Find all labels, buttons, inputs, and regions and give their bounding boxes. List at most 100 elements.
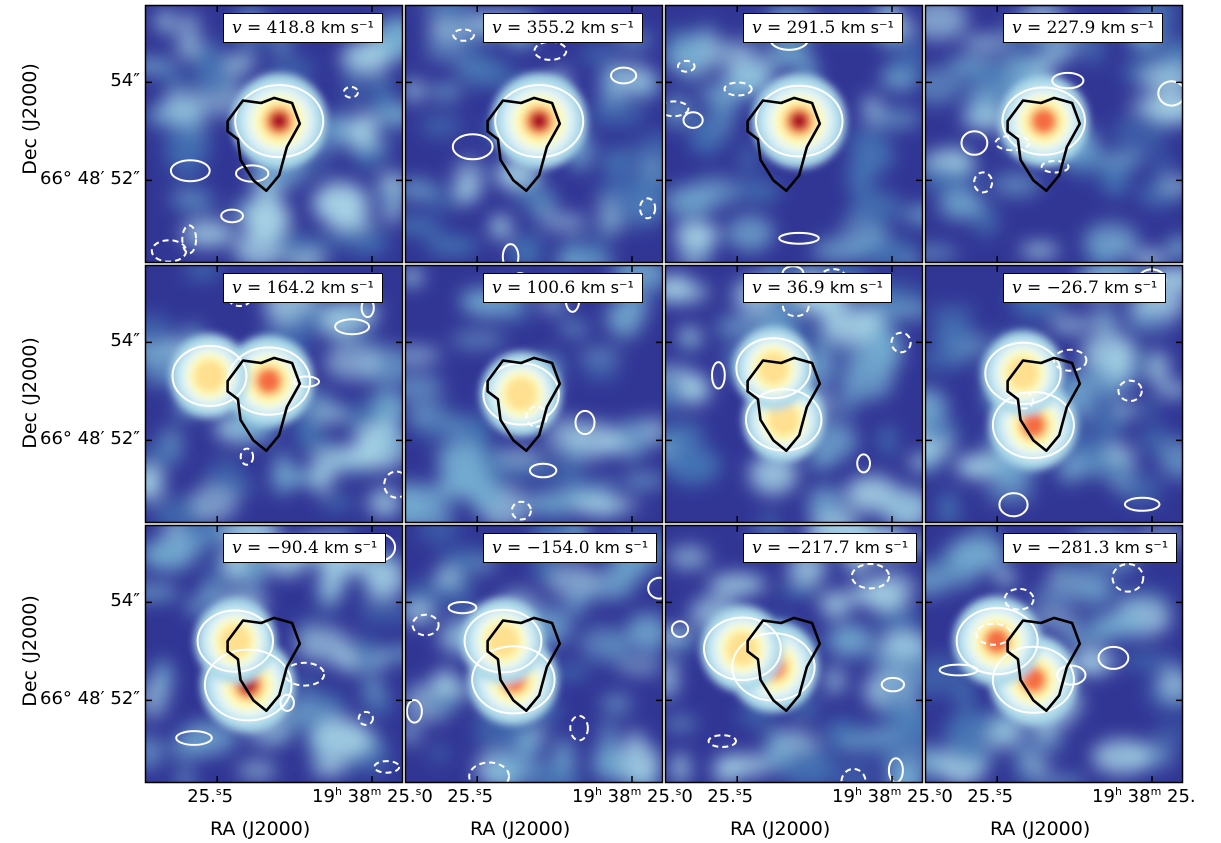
negative-contour [284, 661, 326, 687]
x-tick-label-second: 19h 38m 25.s0 [832, 785, 953, 807]
panel-12 [924, 524, 1184, 784]
positive-contour [778, 231, 820, 245]
panel-frame [144, 4, 404, 264]
x-axis-label-col1: RA (J2000) [210, 818, 311, 840]
reference-contour [1006, 96, 1082, 193]
positive-contour [991, 391, 1075, 459]
velocity-label: v = −217.7 km s⁻¹ [743, 533, 918, 563]
velocity-label: v = 227.9 km s⁻¹ [1003, 13, 1163, 43]
negative-contour [510, 500, 532, 521]
panel-frame [144, 264, 404, 524]
velocity-label: v = −26.7 km s⁻¹ [1003, 273, 1167, 303]
x-tick-label-first: 25.s5 [447, 785, 494, 807]
reference-contour [226, 616, 302, 713]
positive-contour [334, 318, 371, 336]
negative-contour [452, 28, 475, 42]
y-tick-label: 54″ [110, 330, 140, 352]
panel-frame [664, 264, 924, 524]
emission-peak [752, 73, 847, 169]
positive-contour [501, 243, 520, 263]
positive-contour [292, 375, 320, 388]
velocity-unit: km s⁻¹ [829, 278, 884, 297]
emission-peak [998, 75, 1089, 167]
velocity-label: v = 291.5 km s⁻¹ [743, 13, 903, 43]
negative-contour [239, 447, 255, 466]
panel-frame [924, 264, 1184, 524]
positive-contour [998, 492, 1029, 518]
negative-contour [850, 563, 891, 590]
velocity-unit: km s⁻¹ [580, 18, 634, 37]
positive-contour [279, 693, 295, 712]
positive-contour [447, 601, 478, 615]
positive-contour [463, 608, 543, 674]
negative-contour [525, 405, 548, 428]
velocity-value: = 227.9 [1021, 18, 1101, 38]
velocity-value: = −154.0 [501, 538, 595, 558]
positive-contour [1097, 645, 1130, 670]
positive-contour [574, 409, 596, 436]
panel-11 [664, 524, 924, 784]
negative-contour [707, 734, 737, 749]
reference-contour [486, 96, 562, 193]
negative-contour [357, 710, 374, 726]
panel-6 [404, 264, 664, 524]
y-tick-label: 54″ [110, 590, 140, 612]
negative-contour [994, 134, 1031, 152]
reference-contour [226, 96, 302, 193]
velocity-unit: km s⁻¹ [320, 278, 374, 297]
positive-contour [528, 462, 558, 479]
emission-peak [491, 73, 588, 170]
positive-contour [647, 576, 663, 600]
panel-frame [404, 524, 664, 784]
velocity-value: = 164.2 [241, 278, 321, 298]
positive-contour [235, 164, 270, 183]
negative-contour [569, 714, 589, 742]
positive-contour [955, 607, 1039, 676]
positive-contour [703, 616, 782, 682]
panel-8 [924, 264, 1184, 524]
emission-peak [231, 73, 328, 170]
y-tick-label: 54″ [110, 70, 140, 92]
positive-contour [1157, 80, 1183, 107]
reference-contour [486, 616, 562, 713]
panel-7 [664, 264, 924, 524]
negative-contour [1040, 159, 1070, 174]
reference-contour [746, 616, 822, 713]
positive-contour [203, 648, 293, 722]
positive-contour [1001, 86, 1086, 156]
positive-contour [984, 341, 1062, 406]
y-tick-label: 66° 48′ 52″ [40, 428, 140, 450]
velocity-label: v = 164.2 km s⁻¹ [223, 273, 383, 303]
negative-contour [1003, 587, 1035, 611]
emission-noise [405, 265, 663, 523]
negative-contour [1053, 348, 1088, 372]
y-axis-label-row1: Dec (J2000) [19, 63, 41, 175]
x-tick-label-second: 19h 38m 25.s0 [572, 785, 693, 807]
emission-peak [982, 330, 1078, 470]
panel-frame [664, 4, 924, 264]
x-tick-label-first: 25.s5 [967, 785, 1014, 807]
velocity-label: v = −90.4 km s⁻¹ [223, 533, 387, 563]
x-tick-label-second: 19h 38m 25.s0 [312, 785, 433, 807]
negative-contour [890, 331, 912, 354]
positive-contour [991, 645, 1075, 714]
y-axis-label-row2: Dec (J2000) [19, 337, 41, 449]
velocity-value: = 36.9 [761, 278, 830, 298]
negative-contour [723, 81, 753, 97]
panel-5 [144, 264, 404, 524]
positive-contour [960, 130, 989, 156]
positive-contour [938, 663, 979, 677]
velocity-value: = −281.3 [1021, 538, 1115, 558]
velocity-label: v = 355.2 km s⁻¹ [483, 13, 643, 43]
positive-contour [745, 388, 823, 452]
velocity-label: v = 100.6 km s⁻¹ [483, 273, 643, 303]
velocity-label: v = 36.9 km s⁻¹ [743, 273, 893, 303]
x-axis-label-col4: RA (J2000) [990, 818, 1091, 840]
velocity-label: v = −281.3 km s⁻¹ [1003, 533, 1178, 563]
reference-contour [746, 96, 822, 193]
panel-4 [924, 4, 1184, 264]
velocity-label: v = 418.8 km s⁻¹ [223, 13, 383, 43]
positive-contour [880, 676, 906, 693]
reference-contour [486, 356, 562, 453]
